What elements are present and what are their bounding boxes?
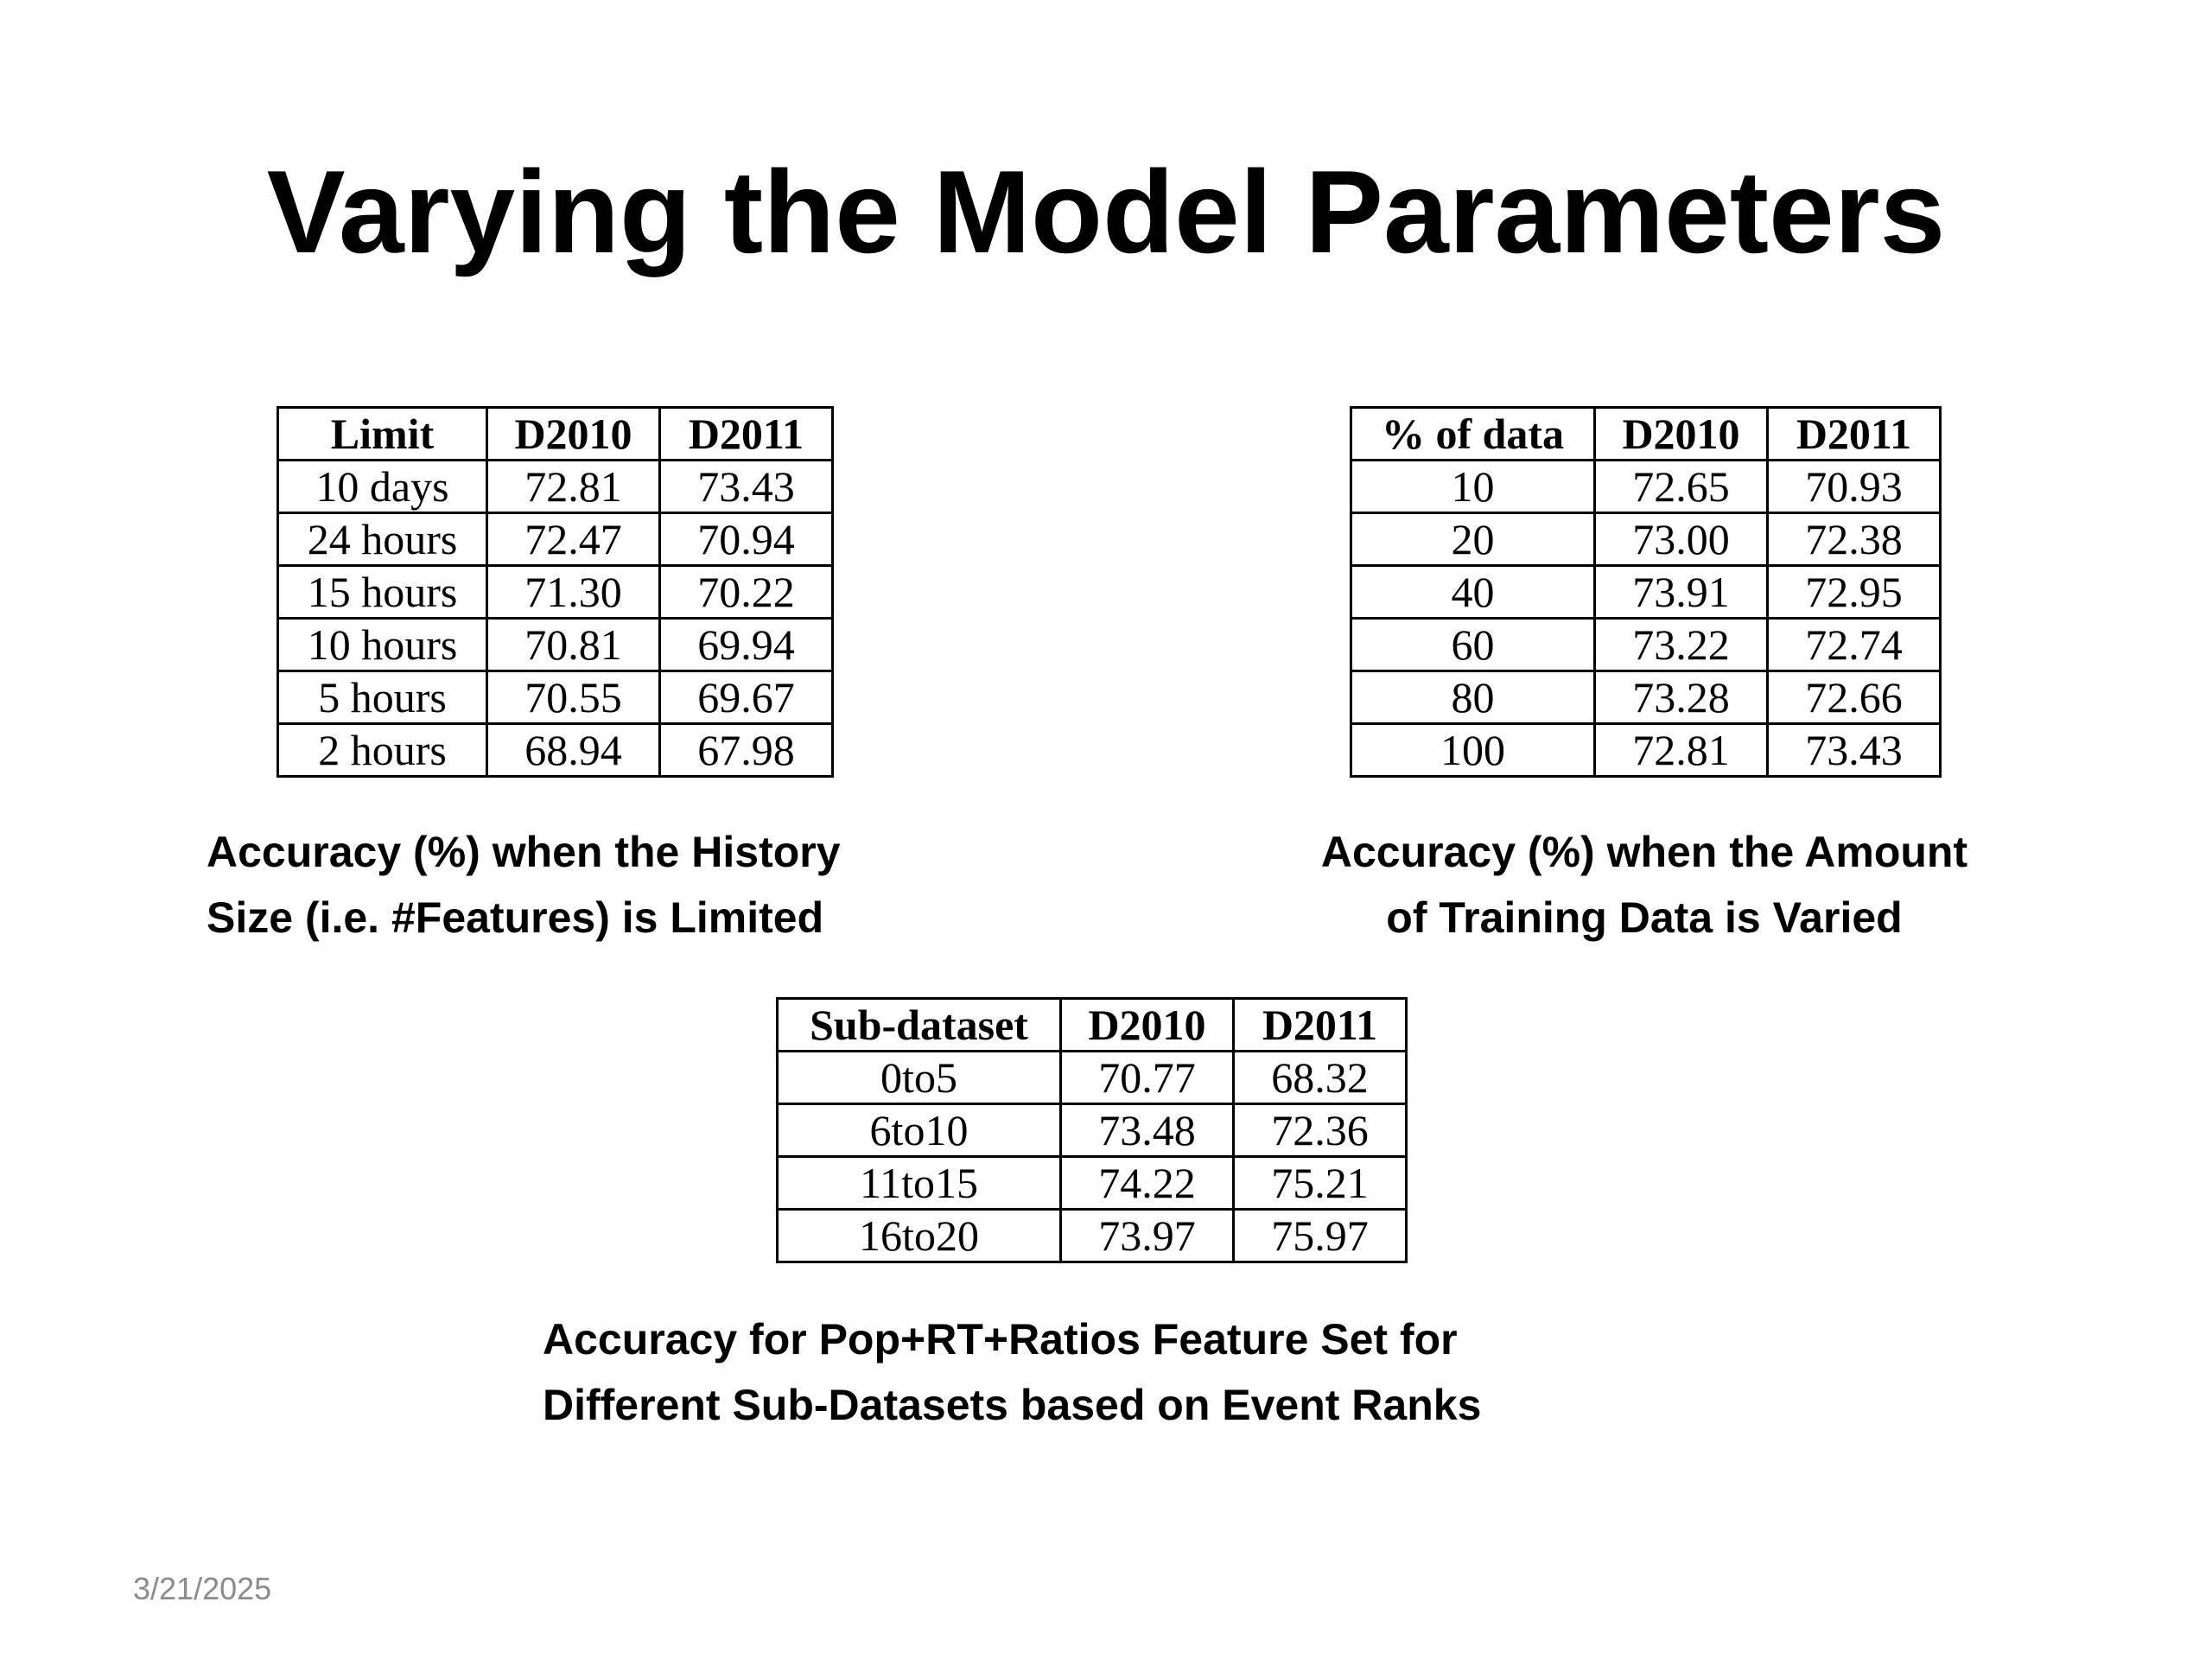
table-cell: 11to15: [776, 1155, 1062, 1211]
table-cell: 10: [1350, 459, 1596, 514]
table-cell: 75.21: [1232, 1155, 1408, 1211]
caption-line: of Training Data is Varied: [1386, 893, 1903, 942]
table-cell: 70.81: [486, 617, 661, 672]
table-cell: 73.91: [1593, 564, 1769, 620]
table-cell: 68.94: [486, 722, 661, 778]
table-cell: 72.81: [1593, 722, 1769, 778]
caption-line: Different Sub-Datasets based on Event Ra…: [543, 1381, 1482, 1429]
column-header: Sub-dataset: [776, 997, 1062, 1052]
table-row: 6to10 73.48 72.36: [776, 1103, 1408, 1158]
table-row: 100 72.81 73.43: [1350, 722, 1942, 778]
table-row: 20 73.00 72.38: [1350, 512, 1942, 567]
data-table: Sub-dataset D2010 D2011 0to5 70.77 68.32 6to10…: [776, 997, 1408, 1263]
table-cell: 72.36: [1232, 1103, 1408, 1158]
table-cell: 15 hours: [276, 564, 488, 620]
table-cell: 68.32: [1232, 1050, 1408, 1105]
table-cell: 6to10: [776, 1103, 1062, 1158]
table-row: 0to5 70.77 68.32: [776, 1050, 1408, 1105]
caption-line: Accuracy (%) when the History: [207, 828, 841, 876]
table-cell: 72.95: [1766, 564, 1942, 620]
table-cell: 16to20: [776, 1208, 1062, 1263]
table-cell: 73.97: [1059, 1208, 1235, 1263]
table-cell: 73.43: [658, 459, 834, 514]
table-cell: 24 hours: [276, 512, 488, 567]
table-row: 10 72.65 70.93: [1350, 459, 1942, 514]
table-cell: 20: [1350, 512, 1596, 567]
table-cell: 10 days: [276, 459, 488, 514]
table-caption: Accuracy for Pop+RT+Ratios Feature Set f…: [543, 1306, 1666, 1438]
table-row: 15 hours 71.30 70.22: [276, 564, 834, 620]
caption-line: Accuracy (%) when the Amount: [1320, 828, 1968, 876]
data-table: Limit D2010 D2011 10 days 72.81 73.43 24 hours…: [276, 406, 834, 778]
table-cell: 73.00: [1593, 512, 1769, 567]
header-row: % of data D2010 D2011: [1350, 406, 1942, 461]
column-header: D2011: [1766, 406, 1942, 461]
header-row: Limit D2010 D2011: [276, 406, 834, 461]
column-header: D2011: [1232, 997, 1408, 1052]
column-header: D2011: [658, 406, 834, 461]
table-cell: 70.22: [658, 564, 834, 620]
table-cell: 72.66: [1766, 670, 1942, 725]
table-row: 2 hours 68.94 67.98: [276, 722, 834, 778]
table-cell: 73.43: [1766, 722, 1942, 778]
table-cell: 80: [1350, 670, 1596, 725]
column-header: D2010: [486, 406, 661, 461]
table-row: 5 hours 70.55 69.67: [276, 670, 834, 725]
footer-date: 3/21/2025: [133, 1571, 272, 1606]
table-cell: 73.48: [1059, 1103, 1235, 1158]
table-cell: 0to5: [776, 1050, 1062, 1105]
table-cell: 75.97: [1232, 1208, 1408, 1263]
table-cell: 70.77: [1059, 1050, 1235, 1105]
table-caption: Accuracy (%) when the History Size (i.e. …: [207, 819, 984, 950]
table-row: 60 73.22 72.74: [1350, 617, 1942, 672]
table-cell: 67.98: [658, 722, 834, 778]
table-cell: 10 hours: [276, 617, 488, 672]
table-cell: 2 hours: [276, 722, 488, 778]
column-header: Limit: [276, 406, 488, 461]
slide-title: Varying the Model Parameters: [266, 146, 1946, 277]
table-row: 10 days 72.81 73.43: [276, 459, 834, 514]
table-cell: 40: [1350, 564, 1596, 620]
header-row: Sub-dataset D2010 D2011: [776, 997, 1408, 1052]
caption-line: Accuracy for Pop+RT+Ratios Feature Set f…: [543, 1315, 1458, 1363]
table-row: 10 hours 70.81 69.94: [276, 617, 834, 672]
column-header: D2010: [1593, 406, 1769, 461]
table-cell: 5 hours: [276, 670, 488, 725]
table-cell: 72.47: [486, 512, 661, 567]
table-caption: Accuracy (%) when the Amount of Training …: [1212, 819, 2076, 950]
table-cell: 72.81: [486, 459, 661, 514]
table-row: 40 73.91 72.95: [1350, 564, 1942, 620]
table-cell: 70.55: [486, 670, 661, 725]
table-cell: 100: [1350, 722, 1596, 778]
table-cell: 73.28: [1593, 670, 1769, 725]
table-cell: 71.30: [486, 564, 661, 620]
table-cell: 60: [1350, 617, 1596, 672]
table-cell: 70.94: [658, 512, 834, 567]
table-cell: 73.22: [1593, 617, 1769, 672]
data-table: % of data D2010 D2011 10 72.65 70.93 20 73.00 72…: [1350, 406, 1942, 778]
table-cell: 74.22: [1059, 1155, 1235, 1211]
caption-line: Size (i.e. #Features) is Limited: [207, 893, 824, 942]
column-header: % of data: [1350, 406, 1596, 461]
table-cell: 72.38: [1766, 512, 1942, 567]
table-cell: 72.74: [1766, 617, 1942, 672]
table-row: 16to20 73.97 75.97: [776, 1208, 1408, 1263]
table-cell: 69.94: [658, 617, 834, 672]
table-cell: 69.67: [658, 670, 834, 725]
table-row: 11to15 74.22 75.21: [776, 1155, 1408, 1211]
table-cell: 72.65: [1593, 459, 1769, 514]
table-row: 24 hours 72.47 70.94: [276, 512, 834, 567]
table-row: 80 73.28 72.66: [1350, 670, 1942, 725]
column-header: D2010: [1059, 997, 1235, 1052]
table-cell: 70.93: [1766, 459, 1942, 514]
